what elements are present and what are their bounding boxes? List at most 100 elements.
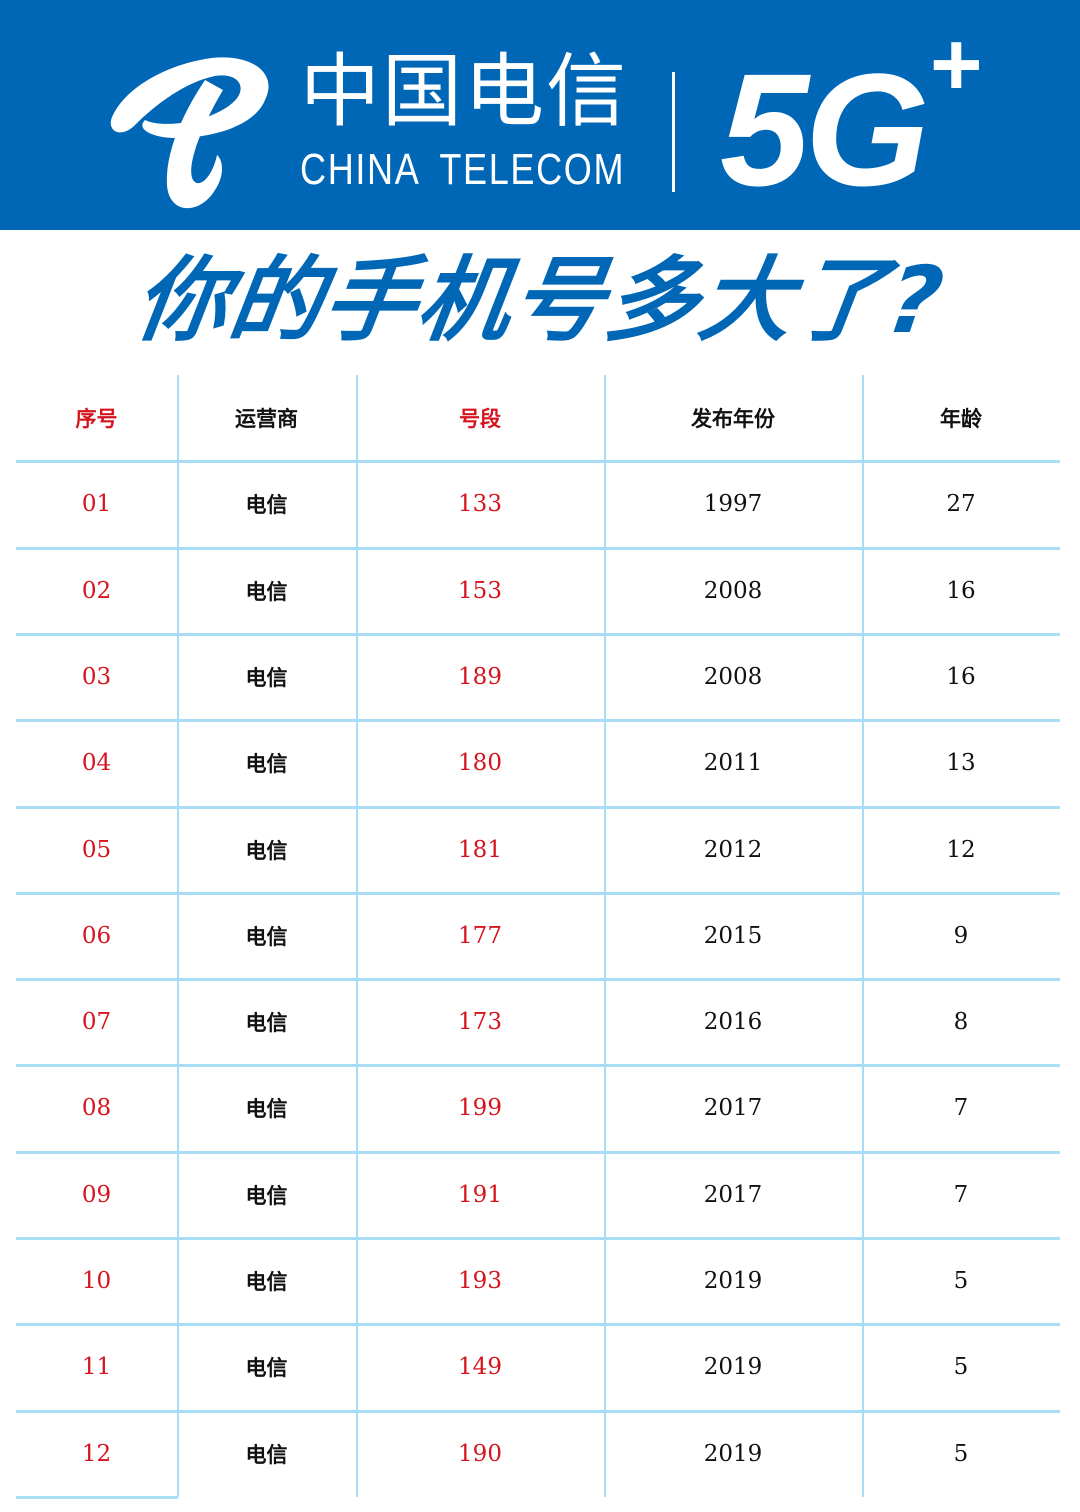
cell-prefix: 153	[458, 577, 502, 604]
brand-name-cn: 中国电信	[300, 45, 628, 138]
table-header-row: 序号 运营商 号段 发布年份 年龄	[16, 375, 1060, 461]
cell-age: 9	[953, 922, 969, 949]
cell-release-year: 2016	[703, 1009, 763, 1036]
cell-carrier: 电信	[245, 1355, 288, 1381]
cell-release-year: 2019	[703, 1440, 763, 1467]
cell-prefix: 191	[458, 1181, 502, 1208]
cell-age: 27	[946, 491, 976, 518]
headline: 你的手机号多大了?	[128, 247, 952, 354]
column-header-age: 年龄	[940, 406, 982, 431]
grid-line	[177, 375, 179, 1497]
cell-age: 7	[953, 1181, 969, 1208]
cell-release-year: 2019	[703, 1354, 763, 1381]
cell-carrier: 电信	[245, 1010, 288, 1036]
grid-line	[16, 460, 1060, 464]
cell-index: 09	[81, 1181, 112, 1208]
grid-line	[356, 375, 358, 1497]
china-telecom-logo-icon	[110, 57, 269, 209]
cell-age: 5	[953, 1440, 969, 1467]
cell-carrier: 电信	[245, 751, 288, 777]
cell-release-year: 2011	[703, 750, 763, 777]
cell-index: 08	[81, 1095, 112, 1122]
cell-carrier: 电信	[245, 923, 288, 949]
grid-line	[862, 375, 864, 1497]
header-banner: 中国电信 CHINA TELECOM 5G +	[0, 0, 1080, 230]
table-row: 02 电信 153 2008 16	[16, 548, 1060, 634]
cell-age: 7	[953, 1095, 969, 1122]
cell-carrier: 电信	[245, 1441, 288, 1467]
table-row: 01 电信 133 1997 27	[16, 461, 1060, 547]
cell-age: 16	[946, 577, 976, 604]
cell-age: 12	[946, 836, 976, 863]
cell-carrier: 电信	[245, 492, 288, 518]
grid-line	[604, 375, 606, 1497]
grid-line	[16, 1150, 1060, 1154]
cell-release-year: 1997	[703, 491, 763, 518]
cell-prefix: 149	[458, 1354, 502, 1381]
cell-prefix: 177	[458, 922, 502, 949]
cell-carrier: 电信	[245, 837, 288, 863]
grid-line	[16, 1064, 1060, 1068]
cell-index: 02	[81, 577, 112, 604]
grid-line	[16, 1237, 1060, 1240]
table-row: 08 电信 199 2017 7	[16, 1065, 1060, 1151]
table-row: 12 电信 190 2019 5	[16, 1411, 1060, 1497]
header-divider	[672, 72, 675, 192]
cell-age: 16	[946, 663, 976, 690]
table-row: 03 电信 189 2008 16	[16, 634, 1060, 720]
column-header-release-year: 发布年份	[691, 406, 775, 431]
cell-release-year: 2008	[703, 663, 763, 690]
grid-line	[16, 805, 1060, 809]
cell-index: 10	[81, 1268, 112, 1294]
cell-index: 06	[81, 922, 112, 949]
table-row: 07 电信 173 2016 8	[16, 979, 1060, 1065]
table-row: 04 电信 180 2011 13	[16, 720, 1060, 806]
table-row: 05 电信 181 2012 12	[16, 807, 1060, 893]
table-row: 09 电信 191 2017 7	[16, 1152, 1060, 1238]
grid-line	[16, 1323, 1060, 1327]
cell-index: 03	[81, 663, 112, 690]
column-header-index: 序号	[75, 406, 118, 431]
grid-line	[16, 1409, 1060, 1413]
cell-release-year: 2017	[703, 1095, 763, 1122]
cell-prefix: 181	[458, 836, 502, 863]
cell-index: 04	[81, 750, 112, 777]
column-header-carrier: 运营商	[235, 406, 298, 431]
cell-prefix: 173	[458, 1009, 502, 1036]
table-row: 11 电信 149 2019 5	[16, 1324, 1060, 1410]
cell-age: 5	[953, 1268, 969, 1294]
cell-carrier: 电信	[245, 1096, 288, 1122]
grid-line	[16, 546, 1060, 550]
grid-line	[16, 891, 1060, 895]
cell-age: 5	[953, 1354, 969, 1381]
cell-age: 13	[946, 750, 976, 777]
cell-carrier: 电信	[245, 578, 288, 604]
grid-line	[16, 719, 1060, 723]
grid-line	[16, 632, 1060, 636]
cell-carrier: 电信	[245, 1269, 288, 1294]
table-row: 06 电信 177 2015 9	[16, 893, 1060, 979]
column-header-prefix: 号段	[459, 406, 501, 431]
cell-index: 05	[81, 836, 112, 863]
cell-index: 12	[81, 1440, 112, 1467]
cell-release-year: 2015	[703, 922, 763, 949]
network-label: 5G	[720, 40, 929, 219]
grid-line	[16, 978, 1060, 982]
cell-prefix: 189	[458, 663, 502, 690]
cell-index: 07	[81, 1009, 112, 1036]
network-plus: +	[930, 15, 983, 115]
cell-prefix: 193	[458, 1268, 502, 1294]
grid-line	[16, 1495, 178, 1499]
cell-release-year: 2017	[703, 1181, 763, 1208]
cell-prefix: 190	[458, 1440, 502, 1467]
cell-release-year: 2008	[703, 577, 763, 604]
table-row: 10 电信 193 2019 5	[16, 1238, 1060, 1324]
cell-release-year: 2019	[703, 1268, 763, 1294]
cell-carrier: 电信	[245, 664, 288, 690]
brand-name-en: CHINA TELECOM	[300, 145, 626, 194]
cell-prefix: 199	[458, 1095, 502, 1122]
cell-prefix: 133	[458, 491, 502, 518]
cell-age: 8	[953, 1009, 969, 1036]
cell-index: 11	[81, 1354, 112, 1381]
cell-release-year: 2012	[703, 836, 763, 863]
